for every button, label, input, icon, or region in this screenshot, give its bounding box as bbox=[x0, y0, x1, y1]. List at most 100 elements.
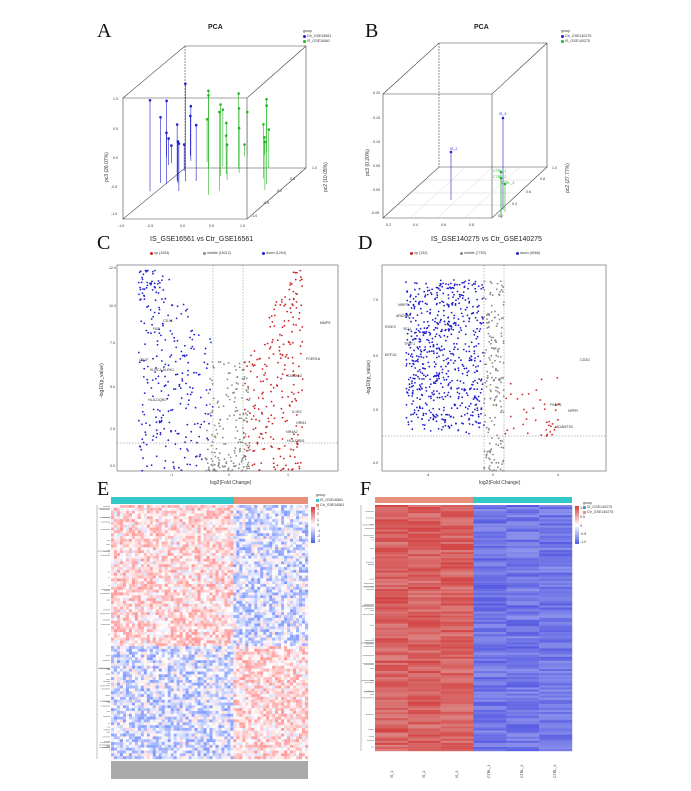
volcano-point bbox=[471, 383, 474, 386]
heatmap-cell bbox=[254, 555, 258, 559]
heatmap-cell bbox=[290, 578, 294, 582]
heatmap-cell bbox=[242, 536, 246, 540]
heatmap-cell bbox=[215, 558, 219, 562]
heatmap-cell bbox=[158, 538, 162, 542]
heatmap-cell bbox=[227, 561, 231, 565]
heatmap-cell bbox=[224, 592, 228, 596]
volcano-point bbox=[141, 438, 144, 441]
volcano-point bbox=[460, 329, 463, 332]
heatmap-cell bbox=[281, 623, 285, 627]
heatmap-cell bbox=[191, 555, 195, 559]
volcano-point bbox=[464, 414, 466, 416]
volcano-point bbox=[203, 361, 206, 364]
heatmap-cell bbox=[281, 541, 285, 545]
heatmap-cell bbox=[111, 561, 115, 565]
heatmap-cell bbox=[137, 581, 142, 585]
volcano-point bbox=[485, 456, 488, 459]
heatmap-cell bbox=[131, 632, 136, 636]
volcano-point bbox=[149, 283, 152, 286]
heatmap-cell bbox=[125, 595, 130, 599]
heatmap-cell bbox=[248, 569, 252, 573]
heatmap-cell bbox=[140, 536, 145, 540]
volcano-point bbox=[495, 395, 498, 398]
volcano-point bbox=[262, 391, 264, 394]
volcano-point bbox=[480, 322, 483, 325]
heatmap-cell bbox=[248, 513, 252, 517]
heatmap-cell bbox=[293, 620, 297, 624]
heatmap-cell bbox=[203, 595, 207, 599]
volcano-point bbox=[152, 395, 154, 398]
volcano-point bbox=[410, 353, 413, 355]
heatmap-cell bbox=[215, 561, 219, 565]
volcano-point bbox=[272, 462, 275, 465]
volcano-point bbox=[490, 355, 493, 357]
heatmap-cell bbox=[200, 617, 204, 621]
heatmap-cell bbox=[143, 530, 148, 534]
volcano-point bbox=[480, 412, 482, 415]
heatmap-cell bbox=[185, 598, 189, 602]
heatmap-cell bbox=[167, 629, 171, 633]
heatmap-cell bbox=[245, 524, 249, 528]
volcano-point bbox=[410, 365, 413, 368]
heatmap-cell bbox=[299, 527, 303, 531]
heatmap-cell bbox=[278, 552, 282, 556]
heatmap-cell bbox=[212, 606, 216, 610]
heatmap-cell bbox=[134, 561, 139, 565]
volcano-point bbox=[545, 429, 548, 431]
heatmap-cell bbox=[200, 626, 204, 630]
heatmap-cell bbox=[287, 544, 291, 548]
volcano-point bbox=[187, 374, 189, 376]
heatmap-cell bbox=[167, 555, 171, 559]
heatmap-cell bbox=[218, 634, 222, 638]
heatmap-cell bbox=[212, 634, 216, 638]
heatmap-cell bbox=[275, 544, 279, 548]
heatmap-cell bbox=[251, 550, 255, 554]
volcano-point bbox=[406, 332, 409, 335]
heatmap-cell bbox=[161, 555, 165, 559]
volcano-point bbox=[435, 380, 437, 383]
heatmap-cell bbox=[158, 632, 162, 636]
heatmap-cell bbox=[236, 623, 240, 627]
heatmap-cell bbox=[170, 510, 174, 514]
volcano-point bbox=[448, 330, 450, 332]
heatmap-cell bbox=[302, 536, 306, 540]
heatmap-cell bbox=[278, 519, 282, 523]
heatmap-cell bbox=[140, 541, 145, 545]
heatmap-cell bbox=[149, 544, 153, 548]
heatmap-cell bbox=[176, 581, 180, 585]
heatmap-cell bbox=[206, 561, 210, 565]
heatmap-cell bbox=[296, 541, 300, 545]
heatmap-cell bbox=[251, 569, 255, 573]
heatmap-cell bbox=[230, 632, 234, 636]
heatmap-cell bbox=[245, 600, 249, 604]
volcano-point bbox=[479, 360, 482, 362]
heatmap-cell bbox=[227, 629, 231, 633]
heatmap-cell bbox=[131, 581, 136, 585]
heatmap-cell bbox=[161, 519, 165, 523]
volcano-point bbox=[473, 359, 476, 362]
volcano-point bbox=[159, 431, 162, 434]
volcano-point bbox=[301, 326, 304, 328]
heatmap-cell bbox=[155, 544, 159, 548]
heatmap-cell bbox=[155, 567, 159, 571]
heatmap-cell bbox=[305, 592, 309, 596]
heatmap-cell bbox=[188, 513, 192, 517]
heatmap-cell bbox=[188, 629, 192, 633]
heatmap-cell bbox=[179, 513, 183, 517]
heatmap-cell bbox=[158, 552, 162, 556]
panel-b-z-tick: 0.2 bbox=[498, 214, 503, 218]
heatmap-cell bbox=[293, 581, 297, 585]
heatmap-cell bbox=[182, 564, 186, 568]
heatmap-cell bbox=[122, 606, 127, 610]
heatmap-cell bbox=[224, 524, 228, 528]
heatmap-cell bbox=[281, 615, 285, 619]
volcano-point bbox=[416, 346, 419, 349]
heatmap-cell bbox=[263, 527, 267, 531]
heatmap-cell bbox=[194, 555, 198, 559]
heatmap-cell bbox=[125, 634, 130, 638]
heatmap-cell bbox=[113, 519, 118, 523]
heatmap-cell bbox=[245, 521, 249, 525]
heatmap-cell bbox=[236, 612, 240, 616]
heatmap-cell bbox=[125, 632, 130, 636]
heatmap-cell bbox=[212, 544, 216, 548]
